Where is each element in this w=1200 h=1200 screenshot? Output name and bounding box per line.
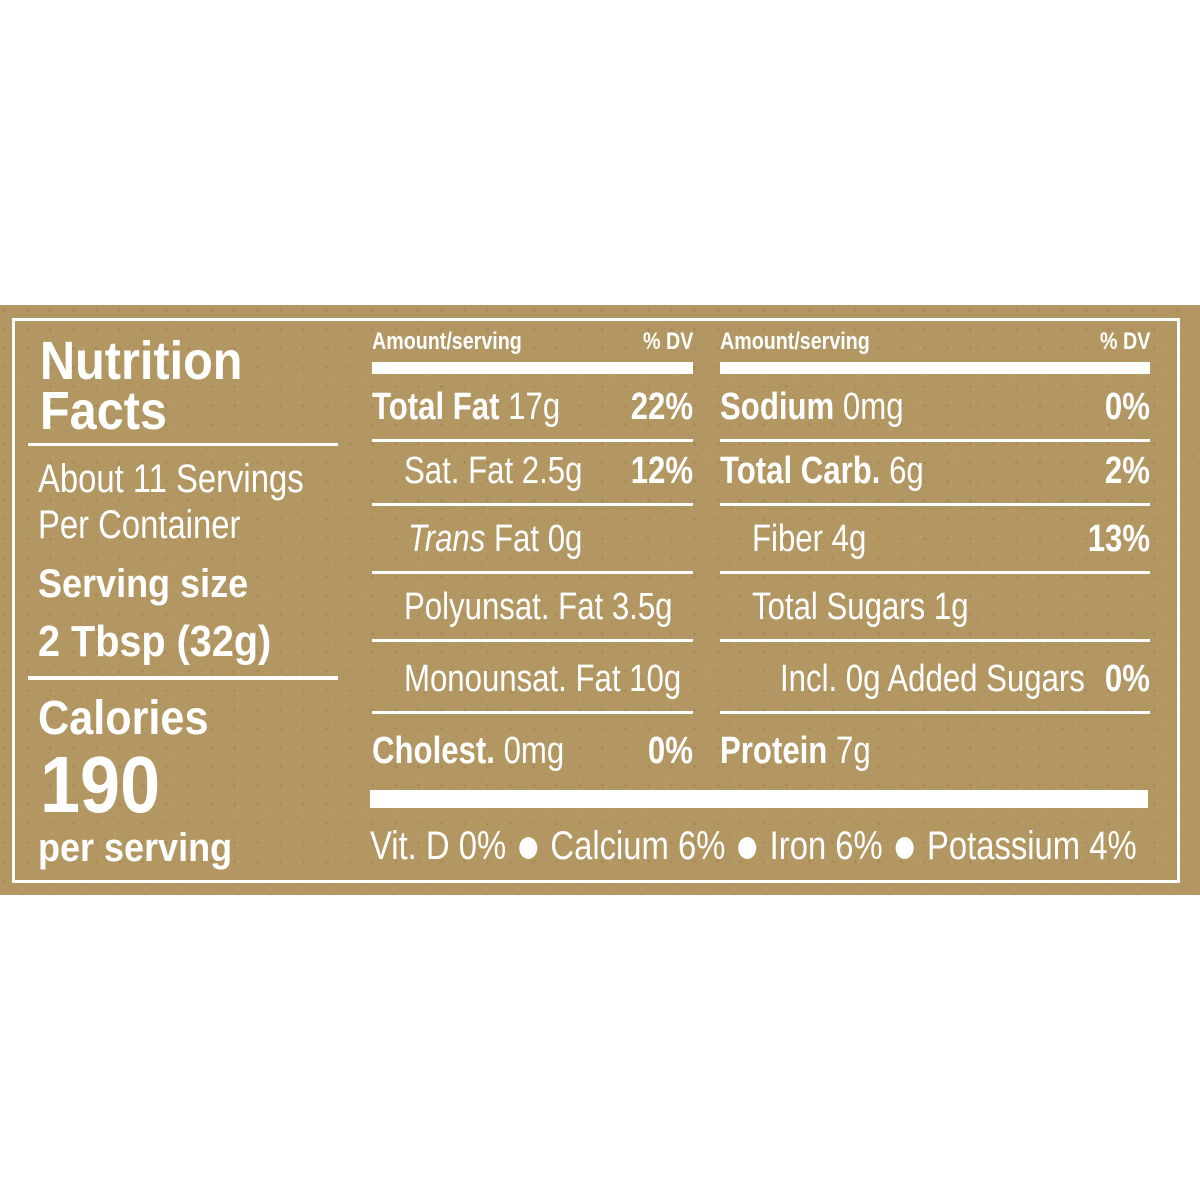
nutrient-amount: 6g <box>889 450 924 492</box>
row-divider <box>720 571 1150 574</box>
nutrient-row: Protein 7g <box>720 732 871 770</box>
nutrient-row: Fiber 4g <box>752 520 866 558</box>
row-divider <box>720 439 1150 442</box>
divider <box>28 443 338 446</box>
row-divider <box>372 503 693 506</box>
nutrient-amount: Fat 0g <box>494 518 583 560</box>
title: Nutrition Facts <box>40 331 243 441</box>
row-divider <box>720 503 1150 506</box>
nutrient-name: Sodium <box>720 386 835 428</box>
daily-value: 12% <box>630 450 693 492</box>
nutrient-amount: 7g <box>836 730 871 772</box>
footer-item: Potassium 4% <box>926 824 1137 868</box>
daily-value: 2% <box>1104 450 1150 492</box>
footer-item: Iron 6% <box>769 824 883 868</box>
daily-value: 22% <box>630 386 693 428</box>
nutrient-amount: Total Sugars 1g <box>752 586 969 628</box>
serving-size-label: Serving size <box>38 562 249 606</box>
nutrient-row: Sodium 0mg <box>720 388 904 426</box>
nutrient-row: Trans Fat 0g <box>408 520 582 558</box>
bullet <box>895 837 914 860</box>
daily-value: 13% <box>1087 518 1150 560</box>
calories: 190 <box>40 740 161 829</box>
header-bar <box>372 362 693 374</box>
nutrient-name: Total Carb. <box>720 450 881 492</box>
daily-value: 0% <box>1104 658 1150 700</box>
nutrient-row: Total Carb. 6g <box>720 452 924 490</box>
nutrient-amount: Incl. 0g Added Sugars <box>780 658 1085 700</box>
nutrient-amount: Sat. Fat 2.5g <box>404 450 583 492</box>
row-divider <box>372 571 693 574</box>
label-border <box>12 318 1180 883</box>
nutrient-name: Protein <box>720 730 828 772</box>
footer-item: Calcium 6% <box>550 824 726 868</box>
nutrient-amount: 0mg <box>503 730 565 772</box>
nutrient-amount: 17g <box>508 386 561 428</box>
column-header: Amount/serving <box>372 328 522 355</box>
nutrient-row: Cholest. 0mg <box>372 732 564 770</box>
nutrient-amount: Polyunsat. Fat 3.5g <box>404 586 673 628</box>
servings: About 11 Servings Per Container <box>38 457 304 547</box>
nutrient-name: Total Fat <box>372 386 500 428</box>
nutrient-amount: Fiber 4g <box>752 518 867 560</box>
row-divider <box>372 439 693 442</box>
thick-bar <box>370 790 1148 808</box>
bullet <box>519 837 538 860</box>
label-background <box>0 305 1200 895</box>
nutrient-italic: Trans <box>408 518 486 560</box>
dv-header: % DV <box>1099 328 1150 355</box>
daily-value: 0% <box>1104 386 1150 428</box>
row-divider <box>720 711 1150 714</box>
nutrient-row: Incl. 0g Added Sugars <box>780 660 1085 698</box>
nutrient-name: Cholest. <box>372 730 495 772</box>
nutrient-amount: 0mg <box>842 386 904 428</box>
bullet <box>738 837 757 860</box>
nutrient-amount: Monounsat. Fat 10g <box>404 658 682 700</box>
nutrient-row: Total Fat 17g <box>372 388 560 426</box>
nutrient-row: Polyunsat. Fat 3.5g <box>404 588 672 626</box>
serving-size: 2 Tbsp (32g) <box>38 617 272 666</box>
divider <box>28 676 338 680</box>
column-header: Amount/serving <box>720 328 870 355</box>
dv-header: % DV <box>642 328 693 355</box>
nutrient-row: Sat. Fat 2.5g <box>404 452 582 490</box>
calories-label: Calories <box>38 692 209 745</box>
row-divider <box>372 639 693 642</box>
calories-unit: per serving <box>38 826 233 870</box>
row-divider <box>720 639 1150 642</box>
footer-item: Vit. D 0% <box>370 824 507 868</box>
daily-value: 0% <box>647 730 693 772</box>
header-bar <box>720 362 1150 374</box>
footer: Vit. D 0% Calcium 6% Iron 6% Potassium 4% <box>370 826 1137 866</box>
row-divider <box>372 711 693 714</box>
nutrient-row: Monounsat. Fat 10g <box>404 660 681 698</box>
nutrient-row: Total Sugars 1g <box>752 588 969 626</box>
